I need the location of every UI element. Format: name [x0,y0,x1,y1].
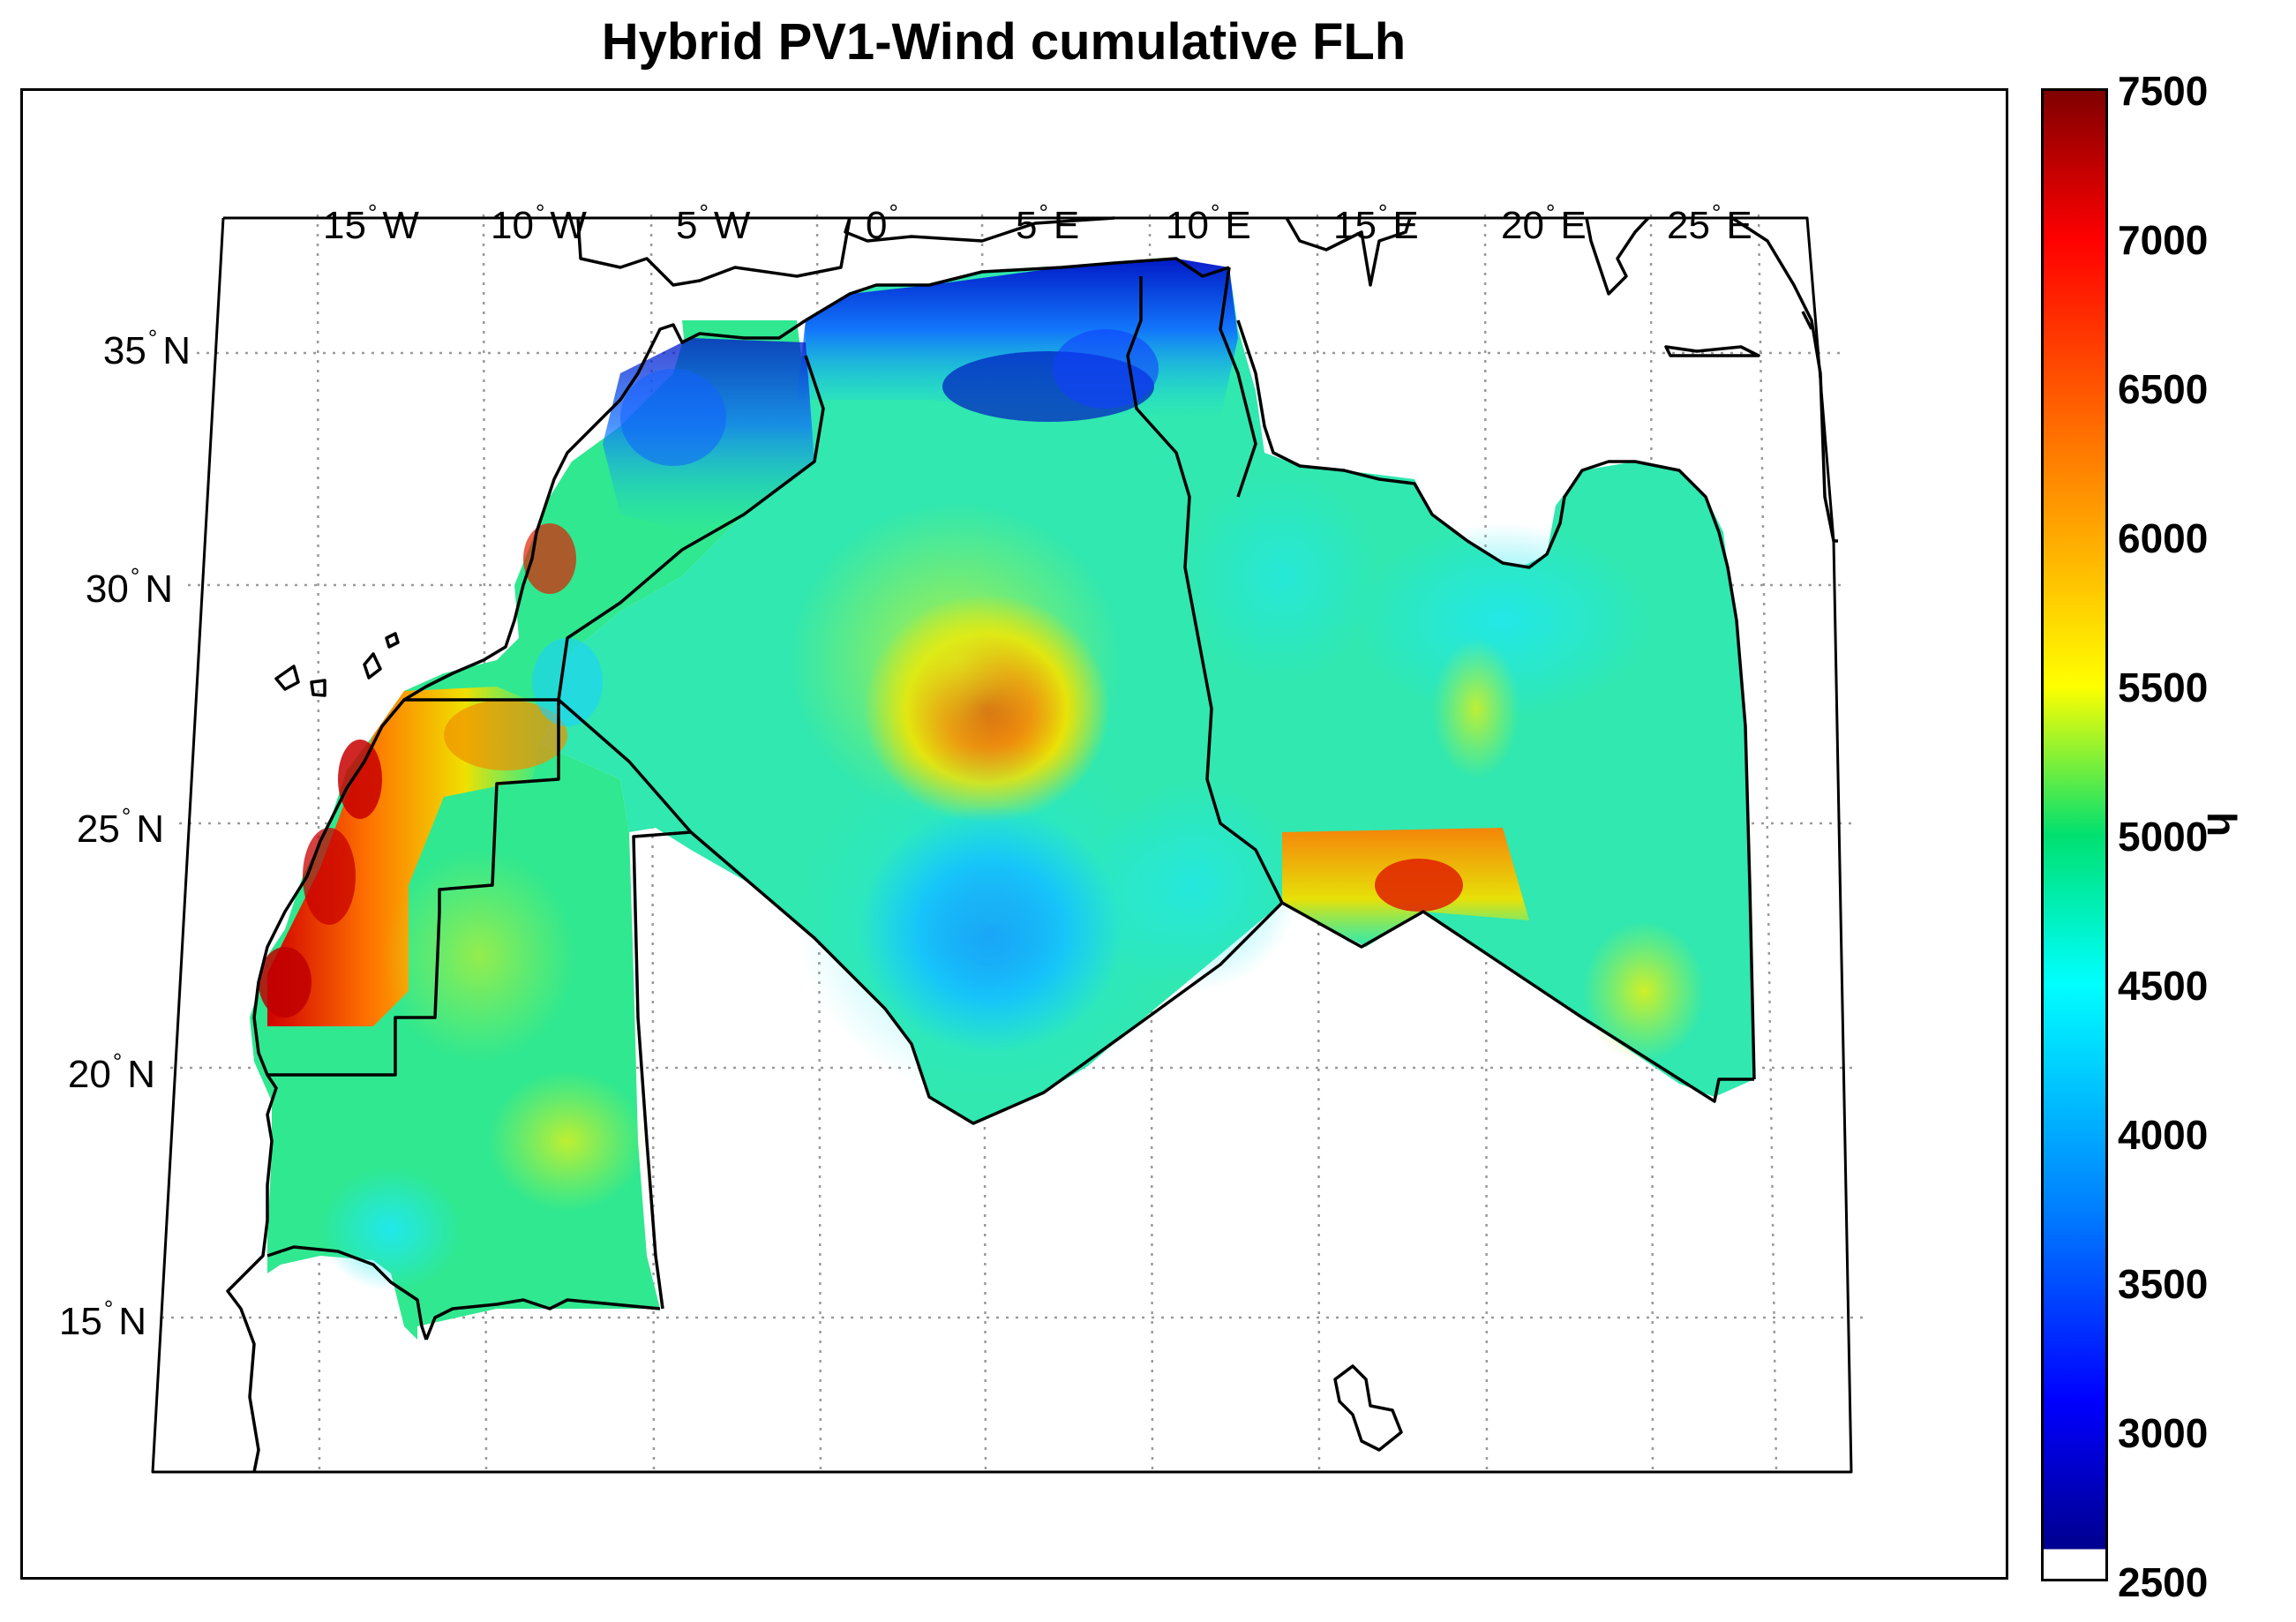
lon-label: 15° E [1333,199,1419,247]
meridian-line [1757,214,1778,1473]
lon-label: 5° E [1016,199,1080,247]
lon-label: 0° [866,199,898,247]
colorbar [2041,88,2108,1581]
lon-label: 20° E [1501,199,1587,247]
colorbar-tick-label: 6500 [2118,366,2209,412]
map-title: Hybrid PV1-Wind cumulative FLh [601,13,1407,71]
colorbar-tick-label: 4500 [2118,963,2209,1009]
colorbar-gradient [2044,91,2105,1579]
flh-anomalies [259,259,1706,1291]
colorbar-tick-label: 5000 [2118,814,2209,860]
lat-label: 30° N [85,563,173,611]
border-line [1281,901,1754,1103]
coastlines [151,216,1853,1474]
lat-label: 35° N [102,325,191,372]
map-canvas [151,214,1865,1474]
border-line [689,830,1284,1125]
colorbar-tick-label: 7500 [2118,68,2209,114]
map-frame: 15° W 10° W 5° W 0° 5° E 10° E 15° E 20° E 25° E… [20,88,2008,1580]
lat-label: 20° N [67,1048,155,1096]
lat-label: 15° N [58,1295,146,1343]
colorbar-tick-label: 3500 [2118,1261,2209,1307]
border-line [1126,276,1284,904]
border-line [557,698,693,1310]
colorbar-unit-label: h [2199,812,2245,837]
lon-label: 10° W [491,199,587,247]
border-line [267,700,560,1077]
border-line [557,355,825,701]
colorbar-tick-label: 5500 [2118,665,2209,710]
colorbar-tick-label: 2500 [2118,1559,2209,1605]
colorbar-tick-label: 7000 [2118,217,2209,263]
lon-label: 25° E [1667,199,1752,247]
colorbar-tick-label: 3000 [2118,1410,2209,1456]
lon-label: 5° W [676,199,751,247]
border-line [1219,267,1257,498]
lat-label: 25° N [76,803,164,851]
colorbar-tick-label: 6000 [2118,515,2209,561]
colorbar-tick-label: 4000 [2118,1112,2209,1158]
outer-map-boundary [151,216,1853,1474]
lon-label: 10° E [1166,199,1251,247]
lon-label: 15° W [323,199,419,247]
field-west [250,320,823,1340]
